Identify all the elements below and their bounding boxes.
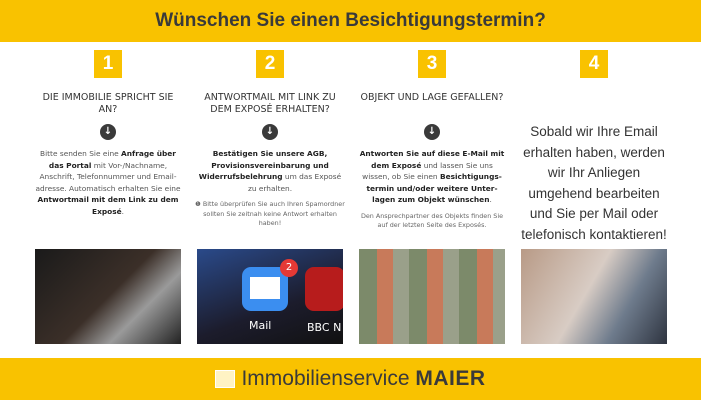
bold-text: Bestätigen Sie unsere AGB, Provisionsver… <box>198 149 329 181</box>
step-3: 3 OBJEKT UND LAGE GEFALLEN? ↓ Antworten … <box>357 50 507 231</box>
step-4: 4 Sobald wir Ihre Email erhalten haben, … <box>519 50 669 245</box>
arrow-down-icon: ↓ <box>100 124 116 140</box>
photo-phone-mail: 2 Mail BBC N <box>197 249 343 344</box>
house-logo-icon <box>215 370 236 388</box>
bold-text: Besichtigungs-termin und/oder weitere Un… <box>366 172 502 204</box>
step-2: 2 ANTWORTMAIL MIT LINK ZU DEM EXPOSÉ ERH… <box>195 50 345 229</box>
photo-aerial-houses <box>359 249 505 344</box>
header-banner: Wünschen Sie einen Besichtigungstermin? <box>0 0 701 42</box>
text: um das Exposé zu erhalten. <box>247 172 342 193</box>
text: . <box>489 195 492 204</box>
text: und lassen Sie uns wissen, ob Sie einen <box>362 160 493 182</box>
step-text: Sobald wir Ihre Email erhalten haben, we… <box>521 124 667 242</box>
footer-brand: Immobilienservice MAIER <box>0 358 701 400</box>
mail-app-icon <box>242 267 288 311</box>
arrow-down-icon: ↓ <box>262 124 278 140</box>
step-text: Bitte senden Sie eine Anfrage über das P… <box>33 148 183 217</box>
text: mit Vor-/Nachname, Anschrift, Telefonnum… <box>35 160 181 193</box>
bold-text: Antwortmail mit dem Link zu dem Exposé <box>37 195 179 216</box>
step-text: Bestätigen Sie unsere AGB, Provisionsver… <box>195 148 345 194</box>
news-label: BBC N <box>307 321 342 334</box>
step-number: 1 <box>94 50 122 78</box>
brand-logo: Immobilienservice MAIER <box>241 367 486 390</box>
step-number: 2 <box>256 50 284 78</box>
text: Bitte senden Sie eine <box>40 149 122 158</box>
text: . <box>121 206 124 216</box>
step-note: ❶ Bitte überprüfen Sie auch Ihren Spamor… <box>195 200 345 227</box>
step-heading: OBJEKT UND LAGE GEFALLEN? <box>360 92 504 103</box>
page-title: Wünschen Sie einen Besichtigungstermin? <box>155 10 546 31</box>
bold-text: Antworten Sie auf diese E-Mail mit dem E… <box>359 149 505 170</box>
arrow-down-icon: ↓ <box>424 124 440 140</box>
step-1: 1 DIE IMMOBILIE SPRICHT SIE AN? ↓ Bitte … <box>33 50 183 217</box>
step-number: 3 <box>418 50 446 78</box>
mail-label: Mail <box>249 319 272 332</box>
notification-badge: 2 <box>280 259 298 277</box>
step-text: Antworten Sie auf diese E-Mail mit dem E… <box>357 148 507 206</box>
step-number: 4 <box>580 50 608 78</box>
step-note: Den Ansprechpartner des Objekts finden S… <box>360 211 504 230</box>
photo-phone-hands <box>521 249 667 344</box>
news-app-icon <box>305 267 343 311</box>
photo-laptop-typing <box>35 249 181 344</box>
step-heading: ANTWORTMAIL MIT LINK ZU DEM EXPOSÉ ERHAL… <box>204 92 336 115</box>
bold-text: Anfrage über das Portal <box>48 149 176 170</box>
step-heading: DIE IMMOBILIE SPRICHT SIE AN? <box>42 92 174 115</box>
